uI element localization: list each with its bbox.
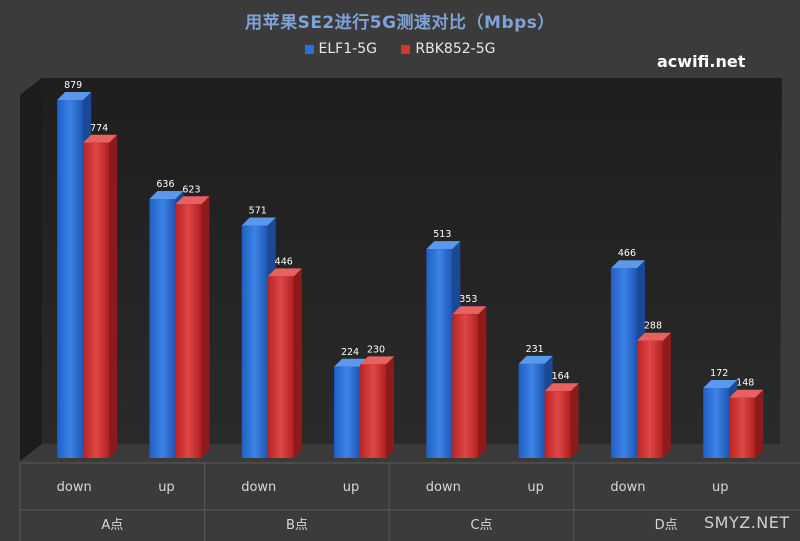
floor (20, 444, 782, 461)
tick-label-1: down (57, 480, 92, 495)
data-label-6-2: 164 (552, 371, 570, 382)
legend-swatch-series-1 (304, 44, 314, 54)
bar-side-8-2 (755, 389, 764, 458)
chart-title: 用苹果SE2进行5G测速对比（Mbps） (245, 13, 555, 33)
group-label-2: B点 (286, 518, 308, 533)
bar-top-2-2 (175, 196, 210, 205)
chart-legend: ELF1-5G RBK852-5G (0, 41, 800, 57)
legend-item-series-2: RBK852-5G (401, 41, 495, 57)
bar-side-4-2 (386, 356, 395, 458)
data-label-4-1: 224 (341, 347, 359, 358)
bar-top-7-1 (610, 260, 645, 269)
bar-top-4-2 (360, 356, 395, 365)
tick-label-8: up (712, 480, 729, 495)
bar-8-1 (703, 387, 730, 458)
group-label-3: C点 (470, 518, 492, 533)
tick-label-3: down (241, 480, 276, 495)
bar-top-1-2 (83, 134, 118, 143)
bar-7-2 (636, 340, 663, 458)
bar-side-5-2 (478, 306, 487, 458)
data-label-8-2: 148 (736, 378, 754, 389)
bar-top-8-1 (703, 379, 738, 388)
bar-side-2-2 (201, 196, 210, 459)
bar-3-1 (241, 225, 268, 458)
group-label-4: D点 (655, 518, 678, 533)
tick-label-4: up (343, 480, 360, 495)
bar-8-2 (729, 397, 756, 458)
bar-1-1 (57, 100, 84, 458)
labels-layer: 879 774 636 623 571 446 224 230 513 353 231 164 466 2… (64, 80, 754, 389)
bar-5-2 (452, 314, 479, 458)
watermark-text-bottom: SMYZ.NET (704, 513, 790, 532)
data-label-2-1: 636 (156, 179, 174, 190)
bar-6-2 (544, 391, 571, 458)
bar-2-1 (149, 198, 176, 458)
data-label-1-2: 774 (90, 123, 108, 134)
data-label-5-2: 353 (459, 294, 477, 305)
bar-2-2 (175, 204, 202, 458)
bar-side-6-2 (570, 383, 579, 458)
bar-1-2 (83, 142, 110, 458)
legend-label-series-1: ELF1-5G (318, 41, 377, 57)
bar-side-7-2 (662, 332, 671, 458)
plot-frame (20, 78, 782, 461)
bar-top-5-2 (452, 306, 487, 315)
data-label-7-2: 288 (644, 321, 662, 332)
bar-top-3-1 (241, 217, 276, 226)
bar-top-5-1 (426, 241, 461, 250)
bar-5-1 (426, 249, 453, 458)
tick-label-5: down (426, 480, 461, 495)
data-label-1-1: 879 (64, 80, 82, 91)
bar-side-1-2 (109, 134, 118, 458)
data-label-5-1: 513 (433, 229, 451, 240)
bar-top-2-1 (149, 190, 184, 199)
data-label-3-1: 571 (249, 205, 267, 216)
legend-item-series-1: ELF1-5G (304, 41, 377, 57)
data-label-6-1: 231 (526, 344, 544, 355)
bar-6-1 (518, 363, 545, 458)
bar-side-3-2 (293, 268, 302, 458)
bar-top-3-2 (267, 268, 302, 277)
legend-label-series-2: RBK852-5G (415, 41, 496, 57)
bar-top-6-1 (518, 355, 553, 364)
bar-4-2 (360, 364, 387, 458)
tick-label-6: up (527, 480, 544, 495)
legend-swatch-series-2 (401, 44, 411, 54)
data-label-4-2: 230 (367, 344, 385, 355)
group-label-1: A点 (101, 518, 123, 533)
bar-top-4-1 (334, 358, 369, 367)
bar-top-6-2 (544, 383, 579, 392)
side-wall (20, 78, 42, 461)
watermark-text: acwifi.net (657, 52, 746, 71)
category-axis: down up down up down up down up A点 B点 C点 D点 (19, 462, 800, 541)
tick-label-2: up (158, 480, 175, 495)
back-wall (42, 78, 782, 444)
bar-4-1 (334, 366, 361, 458)
data-label-7-1: 466 (618, 248, 636, 259)
bar-3-2 (267, 276, 294, 458)
data-label-2-2: 623 (182, 184, 200, 195)
bar-7-1 (610, 268, 637, 458)
bar-top-8-2 (729, 389, 764, 398)
bar-top-1-1 (57, 92, 92, 100)
data-label-8-1: 172 (710, 368, 728, 379)
data-label-3-2: 446 (275, 256, 293, 267)
bars-layer (57, 92, 764, 459)
tick-label-7: down (610, 480, 645, 495)
bar-top-7-2 (636, 332, 671, 341)
